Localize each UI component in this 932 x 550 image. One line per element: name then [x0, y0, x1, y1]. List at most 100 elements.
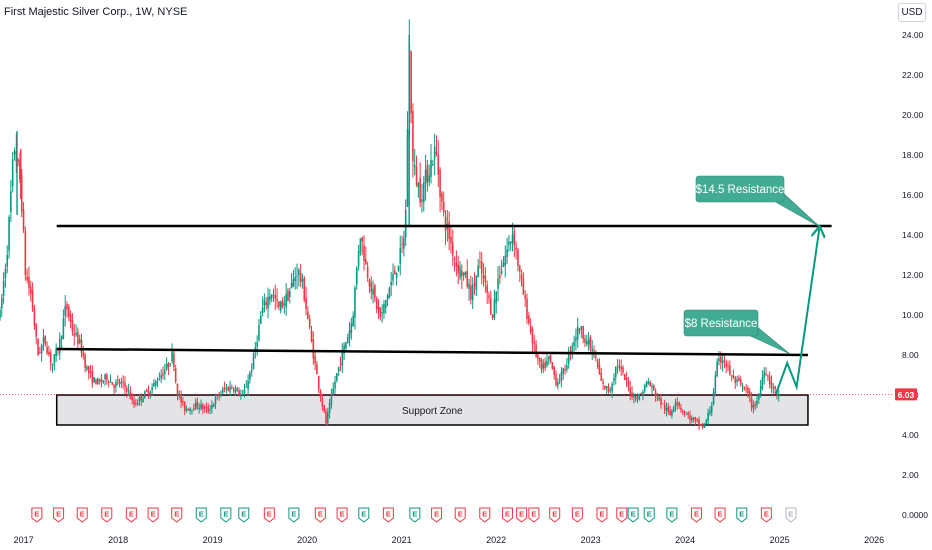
- earnings-marker[interactable]: E: [431, 507, 443, 523]
- earnings-marker[interactable]: E: [147, 507, 159, 523]
- candle-body: [133, 399, 135, 405]
- candle-body: [397, 265, 400, 272]
- candle-body: [388, 287, 391, 299]
- earnings-marker[interactable]: E: [501, 507, 513, 523]
- earnings-marker[interactable]: E: [714, 507, 726, 523]
- candle-body: [620, 366, 622, 370]
- earnings-marker[interactable]: E: [760, 507, 772, 523]
- earnings-marker[interactable]: E: [195, 507, 207, 523]
- svg-text:E: E: [599, 510, 604, 519]
- candle-body: [326, 412, 329, 424]
- candle-body: [658, 397, 661, 400]
- svg-text:E: E: [669, 510, 674, 519]
- earnings-marker[interactable]: E: [528, 507, 540, 523]
- candle-body: [180, 394, 182, 403]
- candle-body: [444, 216, 447, 231]
- candle-body: [241, 394, 244, 396]
- earnings-marker[interactable]: E: [358, 507, 370, 523]
- earnings-marker[interactable]: E: [336, 507, 348, 523]
- svg-text:E: E: [80, 510, 85, 519]
- earnings-marker[interactable]: E: [314, 507, 326, 523]
- candle-body: [701, 423, 704, 428]
- earnings-marker[interactable]: E: [785, 507, 797, 523]
- candle-body: [475, 275, 478, 290]
- candle-body: [754, 404, 757, 407]
- svg-text:E: E: [361, 510, 366, 519]
- earnings-marker[interactable]: E: [454, 507, 466, 523]
- earnings-marker[interactable]: E: [549, 507, 561, 523]
- earnings-marker[interactable]: E: [666, 507, 678, 523]
- x-tick-label: 2026: [864, 535, 884, 545]
- earnings-marker[interactable]: E: [627, 507, 639, 523]
- svg-text:E: E: [505, 510, 510, 519]
- callout-label: $8 Resistance: [685, 318, 758, 330]
- candle-body: [256, 342, 258, 347]
- candle-body: [683, 410, 686, 413]
- earnings-marker[interactable]: E: [31, 507, 43, 523]
- earnings-marker[interactable]: E: [263, 507, 275, 523]
- candle-body: [595, 356, 597, 358]
- candle-body: [292, 279, 295, 287]
- earnings-marker[interactable]: E: [76, 507, 88, 523]
- earnings-marker[interactable]: E: [616, 507, 628, 523]
- candle-body: [401, 243, 403, 245]
- candle-body: [526, 298, 528, 319]
- candle-body: [171, 351, 173, 362]
- annotations: $14.5 Resistance $8 Resistance: [0, 175, 893, 395]
- candle-body: [4, 268, 7, 279]
- candle-body: [571, 345, 574, 352]
- earnings-marker[interactable]: E: [571, 507, 583, 523]
- candle-body: [279, 301, 282, 311]
- candle-body: [428, 175, 431, 182]
- candle-body: [350, 323, 353, 334]
- earnings-marker[interactable]: E: [409, 507, 421, 523]
- candle-body: [417, 183, 420, 188]
- candle-body: [676, 403, 679, 405]
- candle-body: [0, 309, 1, 319]
- earnings-marker[interactable]: E: [220, 507, 232, 523]
- candle-body: [403, 237, 405, 249]
- candle-body: [153, 383, 155, 387]
- candle-body: [765, 373, 767, 376]
- earnings-marker[interactable]: E: [690, 507, 702, 523]
- candle-body: [91, 370, 94, 384]
- earnings-marker[interactable]: E: [238, 507, 250, 523]
- candle-body: [477, 265, 479, 278]
- candle-body: [643, 385, 646, 392]
- candle-body: [383, 304, 385, 313]
- earnings-marker[interactable]: E: [736, 507, 748, 523]
- candle-body: [250, 369, 253, 372]
- candle-body: [185, 408, 188, 411]
- candle-body: [471, 284, 474, 301]
- candle-body: [747, 387, 749, 394]
- earnings-marker[interactable]: E: [382, 507, 394, 523]
- earnings-marker[interactable]: E: [171, 507, 183, 523]
- earnings-marker[interactable]: E: [516, 507, 528, 523]
- earnings-marker[interactable]: E: [643, 507, 655, 523]
- earnings-marker[interactable]: E: [53, 507, 65, 523]
- earnings-marker[interactable]: E: [101, 507, 113, 523]
- earnings-marker[interactable]: E: [596, 507, 608, 523]
- currency-button[interactable]: USD: [898, 3, 926, 22]
- candle-body: [533, 342, 536, 344]
- candle-body: [464, 272, 467, 276]
- svg-text:E: E: [340, 510, 345, 519]
- candle-body: [656, 397, 659, 399]
- candle-body: [497, 278, 499, 289]
- candle-body: [759, 386, 762, 394]
- candle-body: [732, 375, 735, 378]
- candle-body: [167, 362, 170, 368]
- earnings-marker[interactable]: E: [125, 507, 137, 523]
- candle-body: [323, 405, 325, 412]
- candle-body: [738, 377, 740, 381]
- candle-body: [660, 398, 662, 405]
- earnings-marker[interactable]: E: [288, 507, 300, 523]
- candle-body: [176, 383, 179, 397]
- candle-body: [2, 280, 5, 296]
- candle-body: [64, 306, 66, 316]
- candle-body: [191, 409, 193, 411]
- earnings-marker[interactable]: E: [479, 507, 491, 523]
- candle-body: [33, 308, 36, 326]
- candle-body: [125, 387, 128, 392]
